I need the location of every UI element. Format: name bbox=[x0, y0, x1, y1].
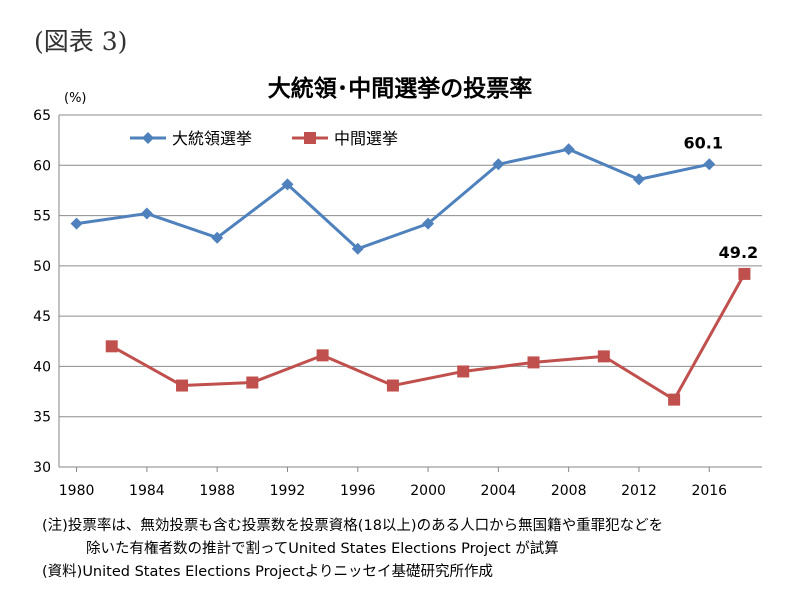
data-point bbox=[668, 393, 681, 406]
legend-marker bbox=[142, 132, 154, 144]
data-point bbox=[527, 356, 540, 369]
series-line-2 bbox=[110, 273, 746, 402]
data-point bbox=[246, 376, 259, 389]
data-point bbox=[316, 349, 329, 362]
data-point bbox=[105, 340, 118, 353]
legend-label: 中間選挙 bbox=[334, 129, 398, 148]
data-point bbox=[281, 178, 294, 191]
data-point bbox=[597, 350, 610, 363]
footnote-line-2: 除いた有権者数の推計で割ってUnited States Elections Pr… bbox=[86, 541, 559, 557]
x-tick-label: 2008 bbox=[551, 483, 587, 499]
y-tick-label: 65 bbox=[33, 108, 51, 124]
data-point bbox=[211, 231, 224, 244]
data-point bbox=[703, 158, 716, 171]
data-point bbox=[351, 242, 364, 255]
data-point bbox=[632, 173, 645, 186]
data-point bbox=[386, 379, 399, 392]
x-tick-label: 2012 bbox=[621, 483, 657, 499]
data-point bbox=[738, 267, 751, 280]
x-tick-label: 1984 bbox=[129, 483, 165, 499]
y-tick-label: 40 bbox=[33, 359, 51, 375]
x-tick-label: 2004 bbox=[481, 483, 517, 499]
data-label: 49.2 bbox=[719, 243, 758, 262]
legend-marker bbox=[304, 132, 316, 144]
x-tick-label: 1980 bbox=[59, 483, 95, 499]
data-point bbox=[70, 217, 83, 230]
data-point bbox=[140, 207, 153, 220]
data-point bbox=[176, 379, 189, 392]
data-point bbox=[422, 217, 435, 230]
chart-title: 大統領･中間選挙の投票率 bbox=[268, 75, 533, 102]
legend-label: 大統領選挙 bbox=[172, 129, 252, 148]
data-point bbox=[492, 158, 505, 171]
x-tick-label: 2000 bbox=[410, 483, 446, 499]
figure-label: (図表 3) bbox=[34, 27, 128, 56]
x-tick-label: 1996 bbox=[340, 483, 376, 499]
y-tick-label: 55 bbox=[33, 209, 51, 225]
x-tick-label: 1992 bbox=[270, 483, 306, 499]
source-note: (資料)United States Elections Projectよりニッセ… bbox=[42, 564, 493, 580]
y-tick-label: 45 bbox=[33, 309, 51, 325]
x-tick-label: 1988 bbox=[199, 483, 235, 499]
x-tick-label: 2016 bbox=[691, 483, 727, 499]
series-line-1 bbox=[76, 147, 710, 251]
data-point bbox=[457, 365, 470, 378]
y-tick-label: 30 bbox=[33, 460, 51, 476]
y-tick-label: 60 bbox=[33, 158, 51, 174]
data-label: 60.1 bbox=[684, 133, 723, 152]
footnote-line-1: (注)投票率は、無効投票も含む投票数を投票資格(18以上)のある人口から無国籍や… bbox=[42, 518, 664, 534]
y-axis-unit: (%) bbox=[64, 91, 87, 106]
y-tick-label: 50 bbox=[33, 259, 51, 275]
y-tick-label: 35 bbox=[33, 410, 51, 426]
data-point bbox=[562, 143, 575, 156]
